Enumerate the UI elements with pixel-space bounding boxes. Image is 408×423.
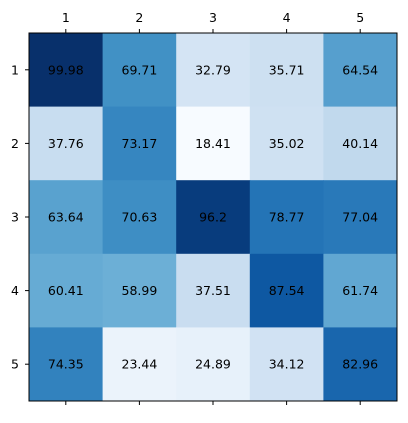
cell-value-label: 23.44 bbox=[122, 357, 158, 372]
cell-value-label: 34.12 bbox=[269, 357, 305, 372]
heatmap-cell bbox=[323, 33, 398, 108]
heatmap-cell bbox=[102, 253, 177, 328]
heatmap-cell bbox=[249, 327, 324, 402]
heatmap-cell bbox=[249, 106, 324, 181]
cell-value-label: 69.71 bbox=[122, 62, 158, 77]
x-tick-label: 2 bbox=[135, 10, 143, 25]
x-tick-label: 3 bbox=[209, 10, 217, 25]
heatmap-cell bbox=[102, 33, 177, 108]
heatmap-cell bbox=[323, 327, 398, 402]
x-tick-label: 1 bbox=[62, 10, 70, 25]
heatmap-cell bbox=[323, 180, 398, 255]
y-axis-ticks: 1 2 3 4 5 bbox=[11, 62, 29, 372]
heatmap-cells bbox=[29, 33, 398, 402]
cell-value-label: 64.54 bbox=[342, 62, 378, 77]
cell-value-label: 77.04 bbox=[342, 210, 378, 225]
x-axis-ticks: 1 2 3 4 5 bbox=[62, 10, 364, 405]
cell-value-label: 74.35 bbox=[48, 357, 84, 372]
cell-value-label: 32.79 bbox=[195, 62, 231, 77]
cell-value-label: 63.64 bbox=[48, 210, 84, 225]
y-tick-label: 5 bbox=[11, 357, 19, 372]
cell-value-label: 78.77 bbox=[269, 210, 305, 225]
heatmap-cell bbox=[323, 106, 398, 181]
heatmap-cell bbox=[176, 180, 251, 255]
cell-value-label: 82.96 bbox=[342, 357, 378, 372]
heatmap-cell bbox=[29, 180, 104, 255]
heatmap-cell bbox=[29, 106, 104, 181]
cell-value-label: 61.74 bbox=[342, 283, 378, 298]
cell-value-label: 99.98 bbox=[48, 62, 84, 77]
cell-value-label: 37.51 bbox=[195, 283, 231, 298]
cell-value-label: 70.63 bbox=[122, 210, 158, 225]
y-tick-label: 1 bbox=[11, 62, 19, 77]
heatmap-cell bbox=[176, 253, 251, 328]
cell-value-label: 35.71 bbox=[269, 62, 305, 77]
cell-value-label: 87.54 bbox=[269, 283, 305, 298]
heatmap-cell bbox=[249, 33, 324, 108]
heatmap-cell bbox=[323, 253, 398, 328]
cell-value-label: 96.2 bbox=[199, 210, 227, 225]
heatmap-cell bbox=[102, 180, 177, 255]
heatmap-cell bbox=[29, 327, 104, 402]
heatmap-cell bbox=[176, 106, 251, 181]
heatmap-cell bbox=[29, 253, 104, 328]
heatmap-cell bbox=[249, 180, 324, 255]
y-tick-label: 4 bbox=[11, 283, 19, 298]
cell-value-label: 24.89 bbox=[195, 357, 231, 372]
heatmap-cell bbox=[102, 106, 177, 181]
y-tick-label: 3 bbox=[11, 210, 19, 225]
heatmap-cell-labels: 99.98 69.71 32.79 35.71 64.54 37.76 73.17 18.41… bbox=[48, 62, 378, 371]
cell-value-label: 73.17 bbox=[122, 136, 158, 151]
cell-value-label: 35.02 bbox=[269, 136, 305, 151]
cell-value-label: 40.14 bbox=[342, 136, 378, 151]
y-tick-label: 2 bbox=[11, 136, 19, 151]
heatmap-cell bbox=[176, 33, 251, 108]
x-tick-label: 4 bbox=[283, 10, 291, 25]
heatmap-cell bbox=[176, 327, 251, 402]
x-tick-label: 5 bbox=[356, 10, 364, 25]
heatmap-cell bbox=[102, 327, 177, 402]
heatmap-cell bbox=[29, 33, 104, 108]
cell-value-label: 60.41 bbox=[48, 283, 84, 298]
cell-value-label: 37.76 bbox=[48, 136, 84, 151]
cell-value-label: 18.41 bbox=[195, 136, 231, 151]
cell-value-label: 58.99 bbox=[122, 283, 158, 298]
heatmap-cell bbox=[249, 253, 324, 328]
